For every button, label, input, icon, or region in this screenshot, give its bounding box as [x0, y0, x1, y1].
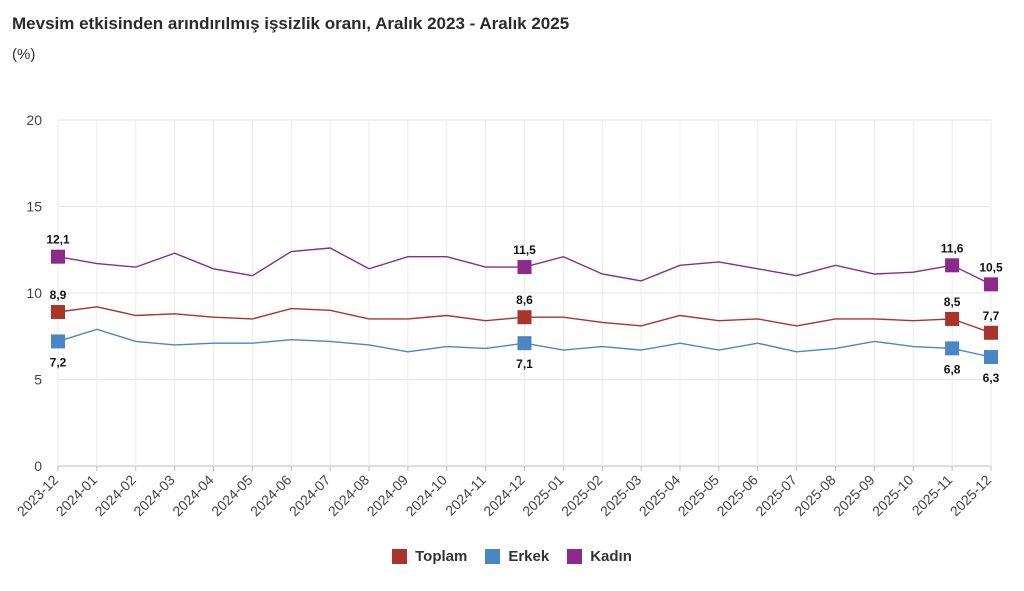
x-tick-label: 2025-01	[519, 471, 567, 519]
x-tick-label: 2024-08	[325, 471, 373, 519]
y-tick-label: 5	[34, 372, 42, 388]
legend: Toplam Erkek Kadın	[0, 548, 1024, 565]
legend-label-toplam: Toplam	[415, 548, 468, 565]
x-tick-label: 2025-09	[830, 471, 878, 519]
legend-item-erkek[interactable]: Erkek	[485, 548, 549, 565]
y-tick-label: 0	[34, 458, 42, 474]
legend-label-kadin: Kadın	[590, 548, 632, 565]
legend-swatch-toplam	[392, 549, 408, 564]
x-tick-label: 2025-08	[791, 471, 839, 519]
series-layer	[51, 247, 998, 365]
x-tick-label: 2024-05	[208, 471, 256, 519]
data-point-marker	[51, 249, 65, 264]
x-tick-label: 2024-04	[169, 471, 217, 519]
x-tick-label: 2025-07	[752, 471, 800, 519]
x-tick-label: 2024-12	[480, 471, 528, 519]
x-tick-label: 2024-03	[130, 471, 178, 519]
x-tick-label: 2024-06	[247, 471, 295, 519]
data-point-marker	[945, 341, 960, 356]
data-label: 7,2	[50, 355, 67, 369]
chart-title: Mevsim etkisinden arındırılmış işsizlik …	[12, 14, 570, 33]
y-tick-label: 15	[26, 199, 42, 215]
grid-layer	[57, 119, 992, 467]
x-tick-label: 2024-02	[91, 471, 139, 519]
data-label: 11,6	[941, 241, 964, 255]
x-tick-label: 2025-02	[558, 471, 606, 519]
data-label: 12,1	[46, 233, 70, 247]
y-tick-label: 10	[26, 285, 42, 301]
data-point-marker	[945, 258, 960, 273]
x-tick-label: 2025-12	[947, 471, 995, 519]
data-label: 6,3	[983, 371, 1000, 385]
x-tick-label: 2024-07	[286, 471, 334, 519]
data-label: 8,5	[944, 295, 961, 309]
x-tick-label: 2023-12	[14, 471, 62, 519]
x-tick-label: 2025-05	[675, 471, 723, 519]
data-point-marker	[517, 260, 532, 275]
x-tick-label: 2025-04	[636, 471, 684, 519]
data-label-layer: 12,1 11,5 11,6 10,5 8,9 8,6 8,5 7,7 7,2 7,1 6,8 6,3	[46, 233, 1003, 385]
chart-subtitle: (%)	[12, 46, 36, 63]
x-tick-label: 2024-09	[364, 471, 412, 519]
data-label: 10,5	[979, 260, 1003, 274]
data-point-marker	[984, 325, 998, 340]
x-tick-label: 2024-10	[402, 471, 450, 519]
legend-item-kadin[interactable]: Kadın	[567, 548, 632, 565]
data-label: 11,5	[513, 243, 536, 257]
x-tick-label: 2025-06	[713, 471, 761, 519]
data-label: 8,6	[516, 293, 533, 307]
data-point-marker	[51, 305, 65, 320]
data-point-marker	[984, 277, 998, 292]
data-label: 7,1	[516, 357, 533, 371]
x-tick-label: 2024-11	[442, 471, 489, 518]
data-label: 6,8	[944, 362, 961, 376]
data-point-marker	[984, 350, 998, 365]
data-label: 7,7	[983, 309, 1000, 323]
y-tick-label: 20	[26, 112, 42, 128]
data-point-marker	[51, 334, 65, 349]
data-point-marker	[945, 311, 960, 326]
x-tick-label: 2025-11	[909, 471, 956, 518]
legend-item-toplam[interactable]: Toplam	[392, 548, 467, 565]
data-point-marker	[517, 310, 532, 325]
legend-swatch-erkek	[485, 549, 501, 564]
axis-layer: 051015202023-122024-012024-022024-032024…	[14, 112, 995, 519]
data-label: 8,9	[50, 288, 67, 302]
legend-label-erkek: Erkek	[508, 548, 550, 565]
x-tick-label: 2024-01	[53, 471, 101, 519]
line-chart: 051015202023-122024-012024-022024-032024…	[14, 112, 1003, 519]
x-tick-label: 2025-10	[869, 471, 917, 519]
legend-swatch-kadin	[567, 549, 583, 564]
data-point-marker	[517, 336, 532, 351]
x-tick-label: 2025-03	[597, 471, 645, 519]
